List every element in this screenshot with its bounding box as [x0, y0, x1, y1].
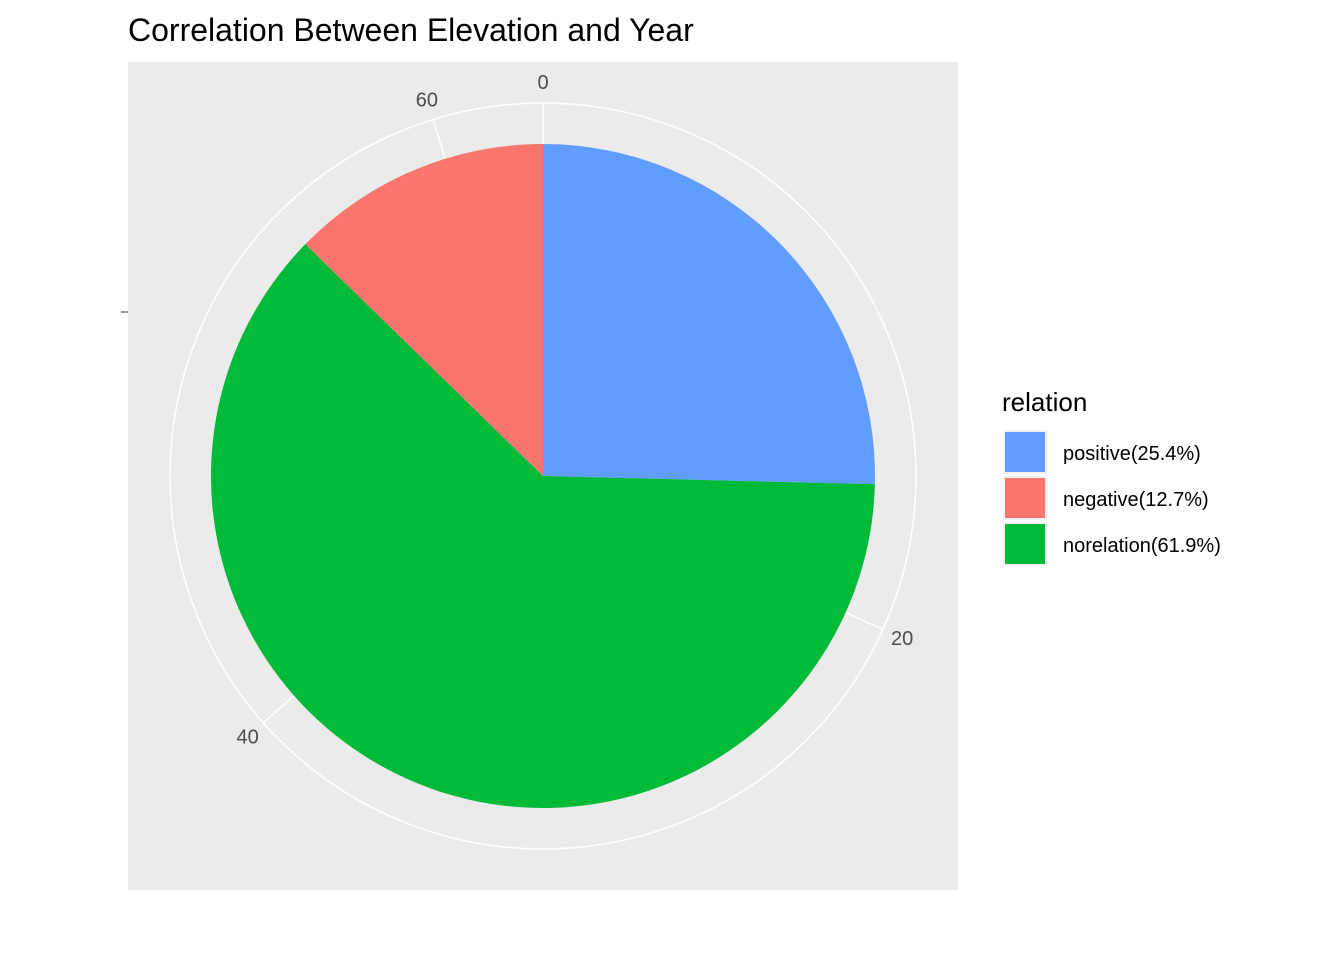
theta-tick-labels: 0 20 40 60: [236, 72, 913, 749]
legend-swatch: [1005, 432, 1045, 472]
legend-label: negative(12.7%): [1063, 489, 1209, 511]
legend-label: norelation(61.9%): [1063, 535, 1221, 557]
theta-tick-label: 0: [537, 72, 548, 94]
slice-norelation: [210, 244, 875, 809]
legend-swatch: [1005, 478, 1045, 518]
legend-title: relation: [1002, 387, 1087, 417]
theta-tick-label: 40: [236, 727, 258, 749]
pie-slices: [210, 144, 875, 809]
theta-tick-label: 60: [416, 90, 438, 112]
chart-title: Correlation Between Elevation and Year: [128, 12, 694, 48]
legend-swatch: [1005, 524, 1045, 564]
slice-positive: [543, 144, 875, 485]
slice-negative: [305, 144, 543, 476]
theta-tick-label: 20: [891, 628, 913, 650]
legend-items: positive(25.4%) negative(12.7%) norelation…: [1003, 430, 1221, 566]
legend-label: positive(25.4%): [1063, 443, 1201, 465]
legend: relation positive(25.4%) negative(12.7%) n…: [1002, 387, 1221, 566]
